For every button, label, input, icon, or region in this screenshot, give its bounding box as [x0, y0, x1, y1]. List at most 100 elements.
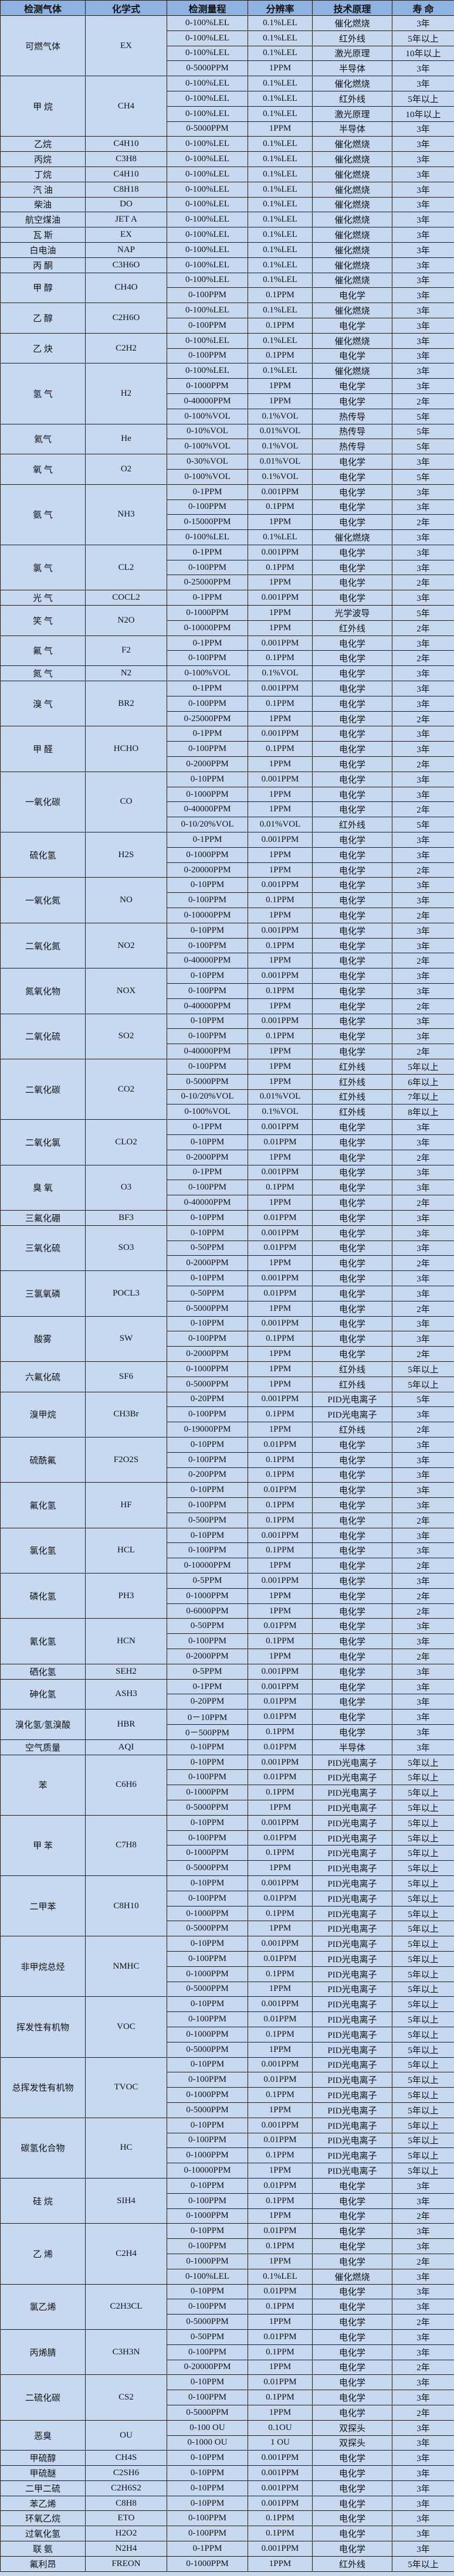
gas-name-cell: 三氧化硫	[0, 1225, 86, 1272]
range-cell: 0-1PPM	[167, 1678, 248, 1695]
range-cell: 0-10PPM	[167, 2057, 248, 2073]
principle-cell: 红外线	[312, 1073, 392, 1090]
principle-cell: 电化学	[312, 2283, 392, 2300]
lifespan-cell: 5年以上	[392, 2087, 454, 2103]
resolution-cell: 0.01PPM	[248, 1951, 313, 1967]
resolution-cell: 1PPM	[248, 1800, 313, 1816]
formula-cell: C4H10	[85, 136, 167, 152]
principle-cell: 电化学	[312, 2208, 392, 2224]
gas-name-cell: 臭 氧	[0, 1164, 86, 1211]
lifespan-cell: 3年	[392, 1240, 454, 1256]
lifespan-cell: 2年	[392, 1255, 454, 1272]
formula-cell: N2H4	[85, 2541, 167, 2557]
resolution-cell: 0.1%LEL	[248, 136, 313, 152]
lifespan-cell: 5年以上	[392, 1890, 454, 1906]
lifespan-cell: 3年	[392, 1013, 454, 1029]
range-cell: 0-100%VOL	[167, 1104, 248, 1120]
resolution-cell: 1PPM	[248, 514, 313, 531]
gas-name-cell: 酸雾	[0, 1316, 86, 1362]
gas-name-cell: 甲 醛	[0, 726, 86, 772]
range-cell: 0-100PPM	[167, 2238, 248, 2254]
lifespan-cell: 3年	[392, 227, 454, 243]
principle-cell: 电化学	[312, 937, 392, 954]
principle-cell: 红外线	[312, 1376, 392, 1392]
resolution-cell: 1PPM	[248, 121, 313, 137]
principle-cell: 电化学	[312, 2450, 392, 2466]
range-cell: 0-100%LEL	[167, 212, 248, 228]
range-cell: 0-100%LEL	[167, 136, 248, 152]
lifespan-cell: 5年以上	[392, 90, 454, 107]
resolution-cell: 0.1PPM	[248, 1467, 313, 1483]
principle-cell: 电化学	[312, 2177, 392, 2194]
lifespan-cell: 3年	[392, 181, 454, 198]
range-cell: 0-10PPM	[167, 1316, 248, 1332]
range-cell: 0-1PPM	[167, 726, 248, 742]
table-row: 苯 C6H6 0-10PPM 0.001PPM PID光电离子 5年以上	[0, 1754, 454, 1816]
principle-cell: 双探头	[312, 2435, 392, 2451]
resolution-cell: 1PPM	[248, 1346, 313, 1362]
lifespan-cell: 3年	[392, 60, 454, 77]
table-row: 碳氢化合物 HC 0-10PPM 0.001PPM PID光电离子 5年以上	[0, 2117, 454, 2179]
formula-cell: C2H2	[85, 332, 167, 364]
range-cell: 0-100PPM	[167, 287, 248, 304]
range-cell: 0-10PPM	[167, 1270, 248, 1286]
lifespan-cell: 3年	[392, 544, 454, 560]
range-cell: 0-100PPM	[167, 2132, 248, 2149]
lifespan-cell: 5年以上	[392, 1830, 454, 1846]
table-row: 0-10/20%VOL 0.01%VOL 红外线 7年以上	[1, 1089, 454, 1105]
range-cell: 0-10PPM	[167, 1875, 248, 1891]
principle-cell: 电化学	[312, 2193, 392, 2209]
table-row: 0-100PPM 0.1PPM 电化学 3年	[1, 695, 454, 712]
principle-cell: 电化学	[312, 2359, 392, 2376]
resolution-cell: 0.1%LEL	[248, 212, 313, 228]
principle-cell: PID光电离子	[312, 1814, 392, 1831]
table-row: 溴化氢/氢溴酸 HBR 0－10PPM 0.01PPM 电化学 3年	[0, 1709, 454, 1740]
lifespan-cell: 10年以上	[392, 45, 454, 62]
range-cell: 0-1PPM	[167, 484, 248, 500]
principle-cell: PID光电离子	[312, 1754, 392, 1770]
lifespan-cell: 3年	[392, 1694, 454, 1710]
lifespan-cell: 5年以上	[392, 1376, 454, 1392]
lifespan-cell: 3年	[392, 2193, 454, 2209]
table-row: 甲硫醚 C2SH6 0-10PPM 0.001PPM 电化学 3年	[0, 2465, 454, 2481]
formula-cell: H2	[85, 363, 167, 424]
formula-cell: HCL	[85, 1527, 167, 1574]
table-row: 一氧化碳 CO 0-10PPM 0.001PPM 电化学 3年	[0, 771, 454, 833]
table-row: 0-40000PPM 1PPM 电化学 2年	[1, 1195, 454, 1211]
gas-name-cell: 氟 气	[0, 635, 86, 667]
lifespan-cell: 5年以上	[392, 1875, 454, 1891]
table-row: 0-5000PPM 1PPM PID光电离子 5年以上	[1, 2041, 454, 2058]
principle-cell: 热传导	[312, 439, 392, 455]
table-row: 氨 气 NH3 0-1PPM 0.001PPM 电化学 3年	[0, 484, 454, 545]
principle-cell: PID光电离子	[312, 1785, 392, 1801]
table-row: 氟 气 F2 0-1PPM 0.001PPM 电化学 3年	[0, 635, 454, 667]
principle-cell: 电化学	[312, 1542, 392, 1559]
principle-cell: 催化燃烧	[312, 227, 392, 243]
gas-name-cell: 环氧乙烷	[0, 2510, 86, 2527]
range-cell: 0-10PPM	[167, 1814, 248, 1831]
principle-cell: 电化学	[312, 590, 392, 606]
table-row: 0-100PPM 0.1PPM 电化学 3年	[1, 2390, 454, 2405]
lifespan-cell: 3年	[392, 968, 454, 984]
formula-cell: F2	[85, 635, 167, 667]
table-body: 可燃气体 EX 0-100%LEL 0.1%LEL 催化燃烧 3年 0-100%LEL 0.1…	[0, 15, 454, 2572]
lifespan-cell: 5年	[392, 408, 454, 424]
range-cell: 0-100PPM	[167, 2072, 248, 2088]
principle-cell: 电化学	[312, 1588, 392, 1604]
table-row: 汽 油 C8H18 0-100%LEL 0.1%LEL 催化燃烧 3年	[0, 181, 454, 198]
principle-cell: 电化学	[312, 998, 392, 1014]
formula-cell: C3H3N	[85, 2329, 167, 2376]
principle-cell: 电化学	[312, 1331, 392, 1347]
principle-cell: 电化学	[312, 1573, 392, 1589]
principle-cell: PID光电离子	[312, 1905, 392, 1922]
table-row: 挥发性有机物 VOC 0-10PPM 0.001PPM PID光电离子 5年以上	[0, 1996, 454, 2058]
lifespan-cell: 3年	[392, 1497, 454, 1513]
gas-name-cell: 航空煤油	[0, 212, 86, 228]
range-cell: 0-100PPM	[167, 317, 248, 334]
range-cell: 0-100PPM	[167, 499, 248, 515]
principle-cell: 电化学	[312, 862, 392, 878]
table-row: 二氧化碳 CO2 0-100PPM 1PPM 红外线 5年以上	[0, 1058, 454, 1120]
range-cell: 0-20000PPM	[167, 862, 248, 878]
range-cell: 0-10PPM	[167, 1225, 248, 1241]
lifespan-cell: 2年	[392, 756, 454, 772]
